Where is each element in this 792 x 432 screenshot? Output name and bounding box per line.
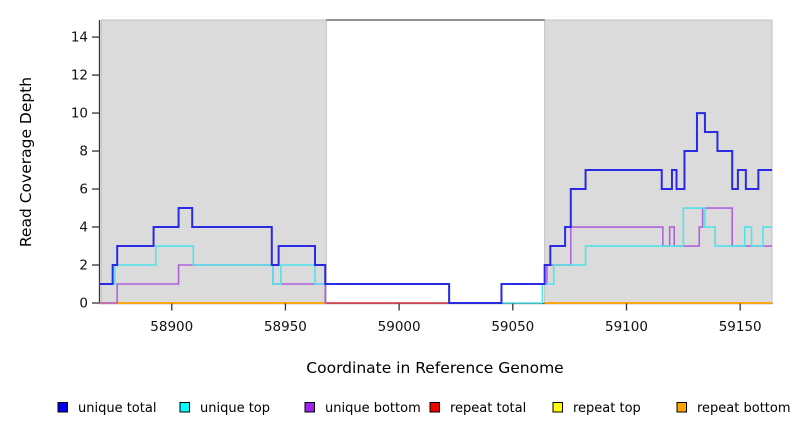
x-tick-label: 59050 (491, 319, 534, 335)
legend-label-unique-total: unique total (78, 401, 156, 416)
x-tick-label: 58900 (150, 319, 193, 335)
x-tick-label: 59000 (378, 319, 421, 335)
axis-ticks: 0 2 4 6 8 10 12 14 58900 58950 59000 59050 59100 5915… (71, 30, 762, 335)
legend-swatch-repeat-bottom (676, 402, 687, 413)
coverage-series-lines (99, 112, 772, 304)
y-tick-label: 6 (79, 182, 88, 198)
y-tick-label: 12 (71, 68, 88, 84)
y-tick-label: 4 (79, 220, 88, 236)
y-axis-title: Read Coverage Depth (17, 77, 35, 247)
y-tick-label: 10 (71, 106, 88, 122)
repeat-region-left (100, 19, 327, 304)
repeat-region-right (544, 19, 773, 304)
legend-swatch-unique-top (179, 402, 190, 413)
x-tick-label: 59150 (719, 319, 762, 335)
legend-swatch-repeat-top (552, 402, 563, 413)
legend-label-unique-top: unique top (200, 401, 270, 416)
y-tick-label: 2 (79, 258, 88, 274)
chart-legend: unique total unique top unique bottom repea… (57, 401, 791, 416)
x-tick-label: 58950 (264, 319, 307, 335)
x-tick-label: 59100 (605, 319, 648, 335)
x-axis-title: Coordinate in Reference Genome (306, 359, 563, 377)
y-tick-label: 0 (79, 296, 88, 312)
series-line-unique-total (99, 112, 772, 304)
legend-swatch-unique-bottom (304, 402, 315, 413)
legend-label-repeat-top: repeat top (573, 401, 641, 416)
y-tick-label: 8 (79, 144, 88, 160)
legend-label-unique-bottom: unique bottom (325, 401, 421, 416)
legend-swatch-unique-total (57, 402, 68, 413)
y-tick-label: 14 (71, 30, 88, 46)
series-line-unique-top (99, 207, 772, 304)
legend-label-repeat-bottom: repeat bottom (697, 401, 791, 416)
repeat-region-bands (100, 19, 773, 304)
legend-label-repeat-total: repeat total (450, 401, 526, 416)
legend-swatch-repeat-total (429, 402, 440, 413)
